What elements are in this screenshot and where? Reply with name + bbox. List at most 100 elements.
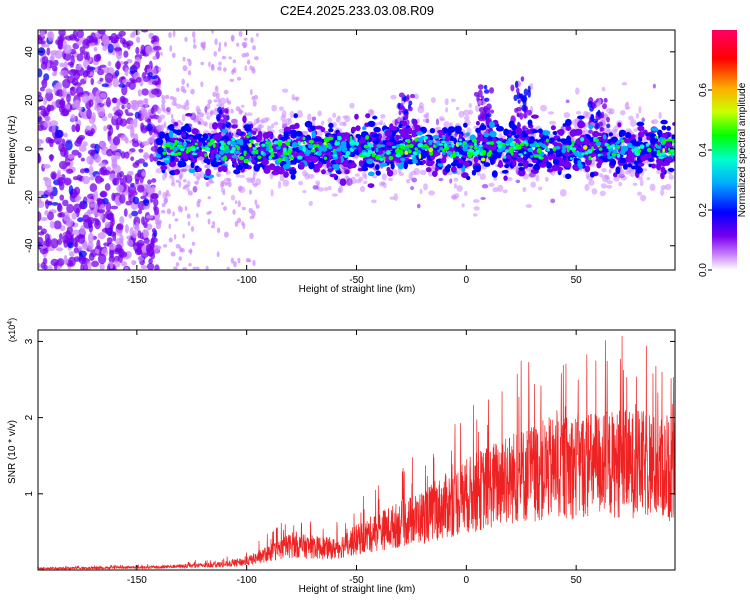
spectrogram-cell xyxy=(390,126,398,131)
spectrogram-cell xyxy=(645,143,650,147)
spectrogram-cell xyxy=(526,109,533,116)
spectrogram-cell xyxy=(252,100,257,107)
spectrogram-cell xyxy=(215,113,221,121)
spectrogram-cell xyxy=(151,192,159,200)
spectrogram-cell xyxy=(249,232,254,240)
colorbar-ticks: 0.0 0.2 0.4 0.6 xyxy=(698,83,712,277)
spectrogram-cell xyxy=(585,171,590,179)
spectrogram-cell xyxy=(156,124,163,133)
spectrogram-cell xyxy=(413,152,418,156)
spectrogram-cell xyxy=(89,202,96,208)
spectrogram-cell xyxy=(502,189,508,194)
spectrogram-cell xyxy=(652,83,656,89)
spectrogram-cell xyxy=(125,81,131,88)
spectrogram-cell xyxy=(104,221,111,229)
spectrogram-cell xyxy=(422,118,427,123)
spectrogram-cell xyxy=(79,250,87,258)
spectrogram-cell xyxy=(371,152,376,158)
spectrogram-cell xyxy=(233,169,241,175)
spectrogram-cell xyxy=(297,140,301,146)
snr-y-scale-label: (x104) xyxy=(7,318,18,342)
spectrogram-cell xyxy=(64,35,74,41)
spectrogram-cell xyxy=(577,115,585,120)
spectrogram-cell xyxy=(608,132,614,137)
spectrogram-cell xyxy=(508,147,514,153)
spectrogram-cell xyxy=(603,97,608,103)
spectrogram-cell xyxy=(382,156,386,160)
spectrogram-cell xyxy=(606,152,611,157)
spectrogram-cell xyxy=(398,123,403,129)
spectrogram-cell xyxy=(112,136,121,146)
spectrogram-cell xyxy=(115,201,121,206)
spectrogram-cell xyxy=(394,118,398,126)
spectrogram-cell xyxy=(589,106,594,112)
spectrogram-cell xyxy=(95,175,103,184)
spectrogram-cell xyxy=(597,109,601,118)
spectrogram-cell xyxy=(349,140,356,145)
spectrogram-y-axis-label: Frequency (Hz) xyxy=(7,116,18,185)
spectrogram-cell xyxy=(192,135,201,140)
spectrogram-cell xyxy=(125,173,133,184)
spectrogram-cell xyxy=(80,157,85,162)
spectrogram-cell xyxy=(595,158,604,163)
spectrogram-cell xyxy=(613,128,618,134)
spectrogram-cell xyxy=(407,149,412,154)
spectrogram-cell xyxy=(47,31,55,42)
spectrogram-cell xyxy=(140,122,145,132)
spectrogram-cell xyxy=(367,183,375,188)
spectrogram-cell xyxy=(116,172,122,181)
spectrogram-cell xyxy=(56,169,61,178)
spectrogram-cell xyxy=(200,61,205,66)
spectrogram-cell xyxy=(93,46,98,52)
spectrogram-cell xyxy=(56,258,65,267)
spectrogram-cell xyxy=(406,134,413,139)
spectrogram-cell xyxy=(208,210,212,214)
spectrogram-cell xyxy=(219,109,223,115)
spectrogram-cell xyxy=(173,129,181,135)
spectrogram-cell xyxy=(667,138,673,142)
spectrogram-cell xyxy=(480,137,489,143)
spectrogram-cell xyxy=(625,132,632,139)
spectrogram-cell xyxy=(630,145,636,149)
spectrogram-cell xyxy=(483,162,491,167)
spectrogram-cell xyxy=(440,158,445,164)
spectrogram-cell xyxy=(138,148,144,153)
spectrogram-cell xyxy=(416,131,424,136)
spectrogram-cell xyxy=(377,149,384,155)
spectrogram-cell xyxy=(589,171,595,178)
spectrogram-cell xyxy=(172,211,175,217)
spectrogram-cell xyxy=(222,206,228,211)
spectrogram-cell xyxy=(512,159,517,167)
spectrogram-cell xyxy=(99,262,105,270)
spectrogram-cell xyxy=(409,93,416,99)
spectrogram-cell xyxy=(81,175,91,185)
spectrogram-cell xyxy=(249,65,253,71)
spectrogram-cell xyxy=(588,124,594,130)
spectrogram-cell xyxy=(177,160,184,168)
spectrogram-cell xyxy=(550,125,556,131)
spectrogram-cell xyxy=(515,143,519,148)
spectrogram-cell xyxy=(289,111,295,119)
spectrogram-cell xyxy=(540,144,547,148)
spectrogram-cell xyxy=(108,125,114,136)
spectrogram-cell xyxy=(462,140,467,146)
spectrogram-cell xyxy=(651,163,656,169)
spectrogram-cell xyxy=(119,118,128,127)
spectrogram-cell xyxy=(208,61,211,68)
spectrogram-cell xyxy=(661,139,667,145)
spectrogram-cell xyxy=(83,263,88,270)
spectrogram-cell xyxy=(111,192,116,202)
spectrogram-cell xyxy=(317,137,322,142)
spectrogram-cell xyxy=(43,96,48,106)
spectrogram-cell xyxy=(423,183,428,191)
spectrogram-cell xyxy=(134,133,139,141)
spectrogram-cell xyxy=(563,111,571,118)
spectrogram-cell xyxy=(370,199,377,204)
spectrogram-cell xyxy=(153,45,162,51)
spectrogram-cell xyxy=(157,118,161,124)
spectrogram-cell xyxy=(38,115,43,125)
spectrogram-cell xyxy=(107,113,113,119)
spectrogram-cell xyxy=(271,170,280,176)
spectrogram-cell xyxy=(349,162,357,169)
spectrogram-cell xyxy=(486,141,491,145)
